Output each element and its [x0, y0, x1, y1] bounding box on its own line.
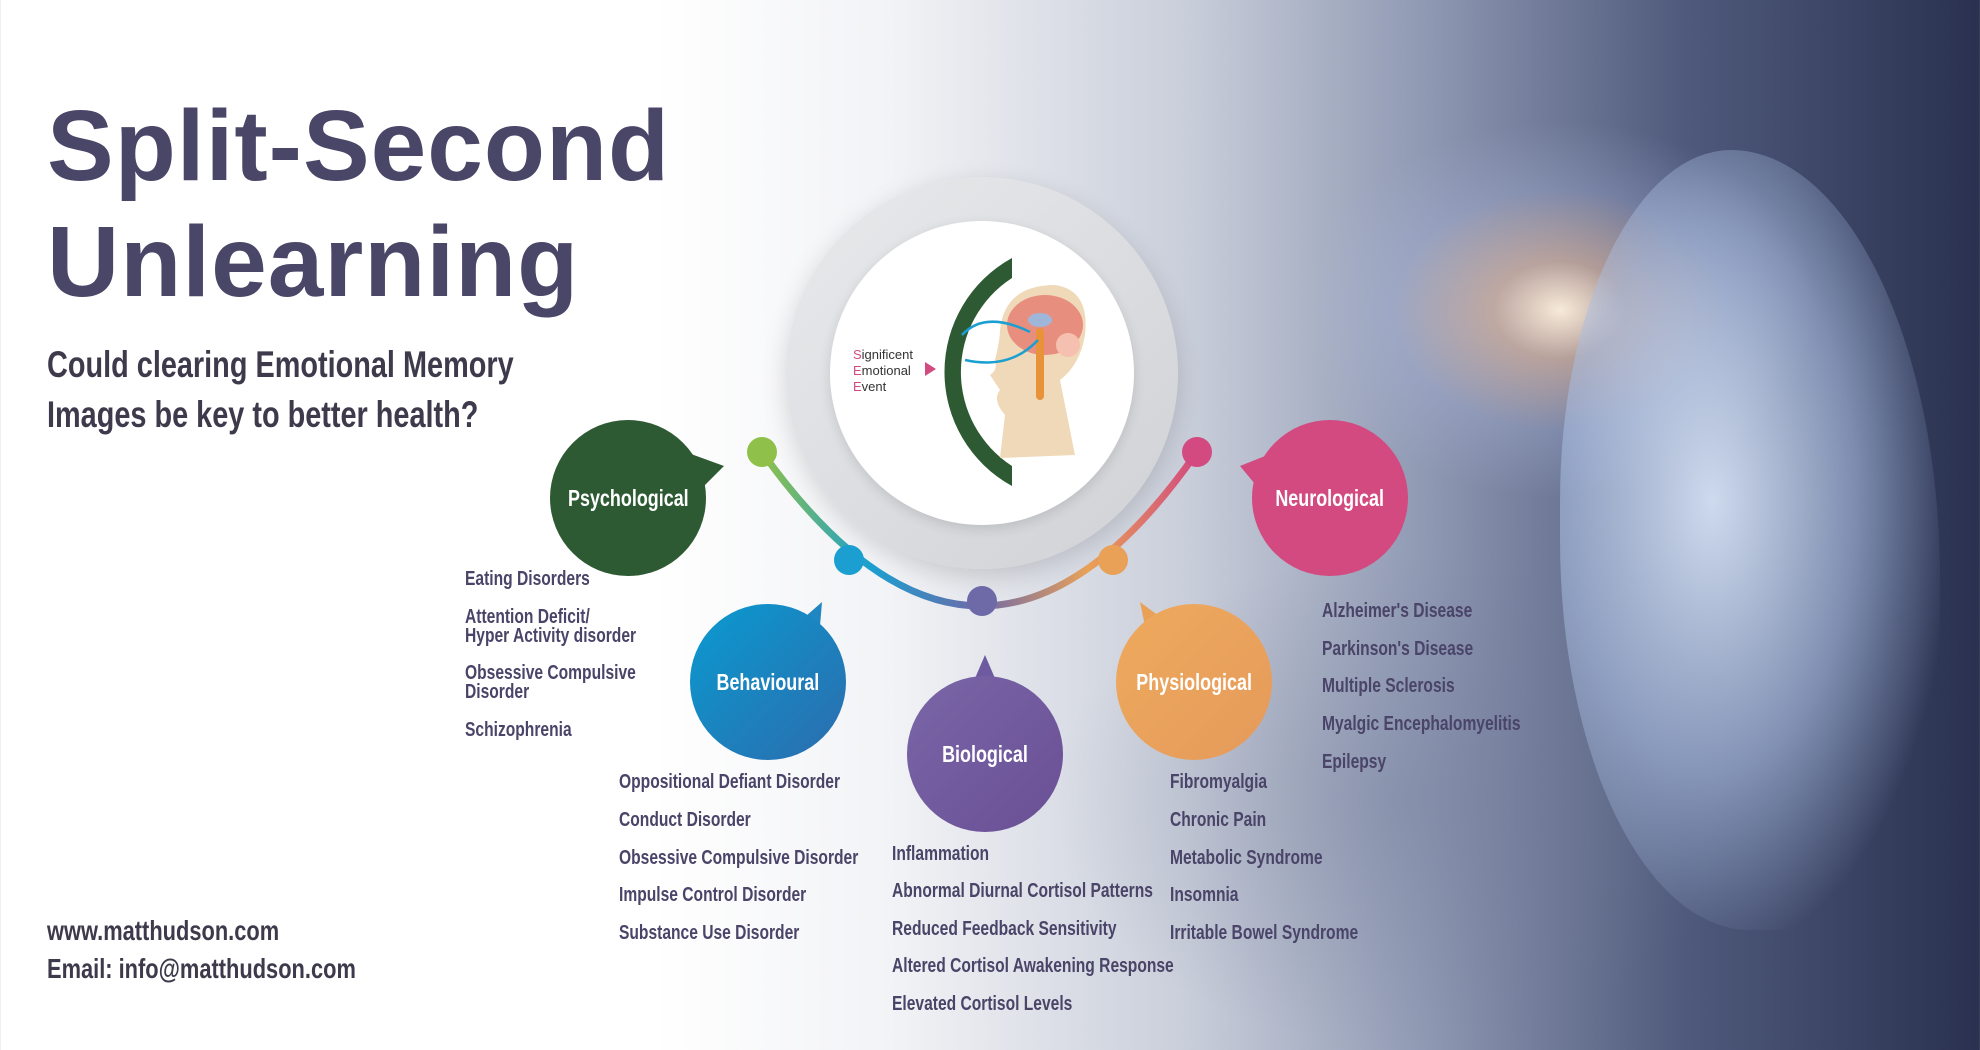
- list-item: Chronic Pain: [1170, 809, 1267, 831]
- bubble-behavioural[interactable]: Behavioural: [690, 604, 846, 760]
- subtitle-line-1: Could clearing Emotional Memory: [47, 344, 514, 385]
- subtitle: Could clearing Emotional Memory Images b…: [47, 340, 645, 440]
- title-line-2: Unlearning: [47, 206, 580, 318]
- bubble-biological[interactable]: Biological: [907, 676, 1063, 832]
- list-item: Substance Use Disorder: [619, 922, 800, 944]
- head-brain-icon: [961, 285, 1086, 458]
- list-item: Parkinson's Disease: [1322, 638, 1474, 660]
- list-item: Obsessive Compulsive Disorder: [619, 847, 859, 869]
- node-dot-biological: [967, 586, 997, 616]
- list-item: Conduct Disorder: [619, 809, 751, 831]
- list-item: Attention Deficit/: [465, 606, 590, 628]
- center-disc: [830, 221, 1134, 525]
- bubble-psychological[interactable]: Psychological: [550, 420, 706, 576]
- face-silhouette-image: [1560, 150, 1940, 930]
- bubble-neurological[interactable]: Neurological: [1252, 420, 1408, 576]
- list-item: Obsessive Compulsive: [465, 662, 636, 684]
- list-item: Disorder: [465, 681, 530, 703]
- arc-line: [759, 449, 1200, 610]
- website-link[interactable]: www.matthudson.com: [47, 915, 280, 946]
- list-item: Epilepsy: [1322, 751, 1387, 773]
- list-item: Elevated Cortisol Levels: [892, 993, 1073, 1015]
- list-item: Irritable Bowel Syndrome: [1170, 922, 1359, 944]
- list-item: Metabolic Syndrome: [1170, 847, 1323, 869]
- email-link[interactable]: Email: info@matthudson.com: [47, 953, 356, 984]
- arrow-right-icon: [925, 362, 936, 376]
- list-item: Fibromyalgia: [1170, 771, 1268, 793]
- page-title: Split-Second Unlearning: [47, 88, 670, 320]
- list-item: Oppositional Defiant Disorder: [619, 771, 841, 793]
- list-item: Alzheimer's Disease: [1322, 600, 1473, 622]
- list-item: Schizophrenia: [465, 719, 572, 741]
- node-dot-neurological: [1182, 437, 1212, 467]
- list-item: Eating Disorders: [465, 568, 590, 590]
- node-dot-behavioural: [834, 545, 864, 575]
- list-item: Impulse Control Disorder: [619, 884, 807, 906]
- footer-contact: www.matthudson.com Email: info@matthudso…: [47, 912, 443, 988]
- list-item: Insomnia: [1170, 884, 1239, 906]
- list-item: Abnormal Diurnal Cortisol Patterns: [892, 880, 1153, 902]
- list-item: Inflammation: [892, 843, 990, 865]
- list-item: Altered Cortisol Awakening Response: [892, 955, 1174, 977]
- list-item: Reduced Feedback Sensitivity: [892, 918, 1117, 940]
- bubble-physiological[interactable]: Physiological: [1116, 604, 1272, 760]
- emotional-memory-image-band: [944, 258, 1012, 486]
- title-line-1: Split-Second: [47, 90, 671, 202]
- list-item: Multiple Sclerosis: [1322, 675, 1455, 697]
- subtitle-line-2: Images be key to better health?: [47, 394, 479, 435]
- list-item: Hyper Activity disorder: [465, 625, 637, 647]
- significant-emotional-event: Significent Emotional Event: [853, 347, 913, 394]
- node-dot-physiological: [1098, 545, 1128, 575]
- list-item: Myalgic Encephalomyelitis: [1322, 713, 1521, 735]
- node-dot-psychological: [747, 437, 777, 467]
